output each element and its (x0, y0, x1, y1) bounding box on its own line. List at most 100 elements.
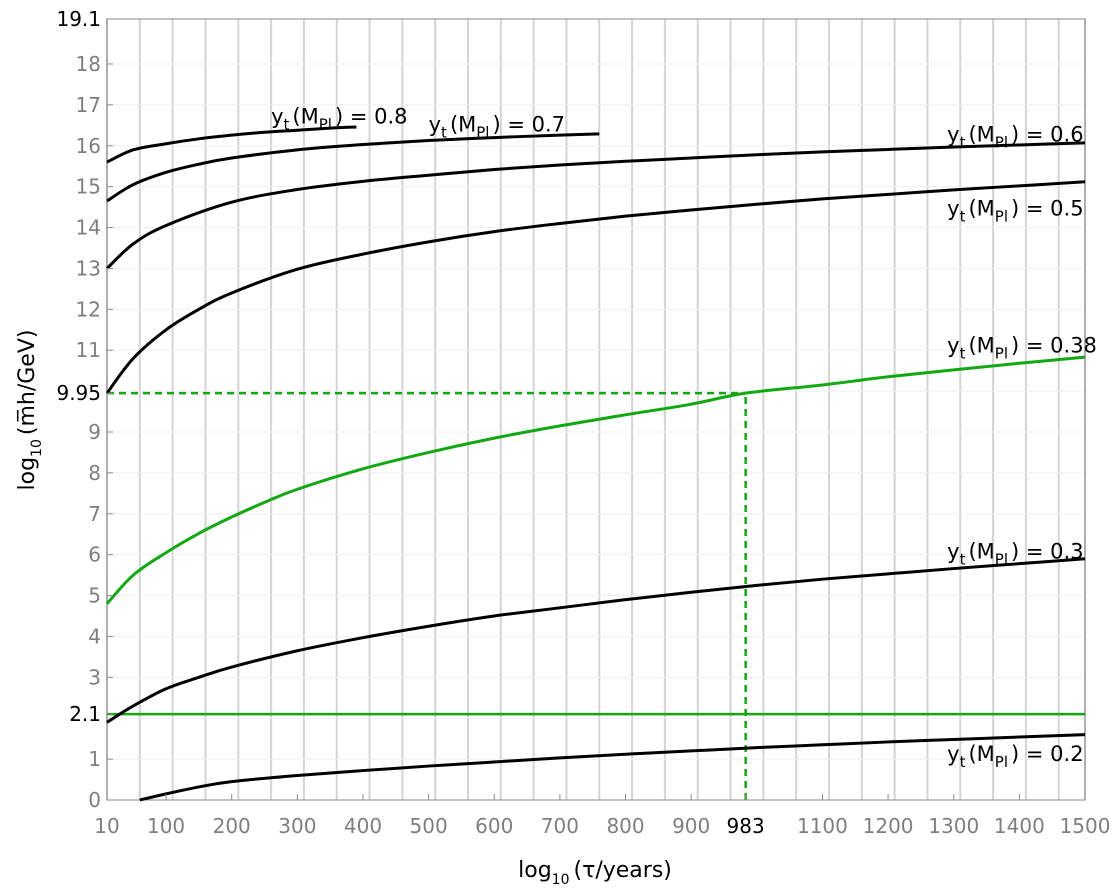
y-axis-title-rest: (m̅h/GeV) (15, 330, 40, 436)
plot-frame (106, 18, 1086, 801)
series-label-pre: y (271, 104, 283, 128)
series-label-mid: (M (968, 196, 994, 220)
series-label-0: yt (MPl) = 0.8 (271, 104, 407, 133)
y-tick-label: 5 (88, 584, 101, 608)
series-label-post: ) = 0.2 (1011, 742, 1084, 766)
series-label-sub1: t (284, 115, 290, 133)
series-label-pre: y (947, 123, 959, 147)
series-label-sub2: Pl (995, 207, 1008, 225)
series-line-2 (105, 141, 1086, 270)
series-line-5 (106, 557, 1086, 724)
series-label-6: yt (MPl) = 0.2 (947, 742, 1083, 771)
series-label-sub2: Pl (995, 134, 1008, 152)
series-label-mid: (M (292, 104, 318, 128)
y-tick-label: 11 (76, 338, 101, 362)
series-label-pre: y (429, 112, 441, 136)
series-label-sub1: t (960, 344, 966, 362)
x-tick-label: 1300 (928, 814, 979, 838)
series-label-sub2: Pl (995, 551, 1008, 569)
x-tick-label: 983 (727, 814, 765, 838)
series-label-5: yt (MPl) = 0.3 (947, 540, 1083, 569)
x-axis-title-sub: 10 (552, 872, 570, 888)
x-tick-label: 400 (344, 814, 382, 838)
series-label-mid: (M (968, 123, 994, 147)
series-label-post: ) = 0.6 (1011, 123, 1084, 147)
series-label-post: ) = 0.5 (1011, 196, 1084, 220)
y-tick-label: 8 (88, 461, 101, 485)
series-label-sub1: t (960, 207, 966, 225)
series-line-0 (106, 125, 357, 164)
x-tick-label: 1500 (1060, 814, 1111, 838)
series-line-3 (105, 180, 1086, 395)
y-tick-label: 15 (76, 175, 101, 199)
series-label-post: ) = 0.8 (335, 104, 408, 128)
series-label-sub2: Pl (319, 115, 332, 133)
series-label-sub2: Pl (995, 753, 1008, 771)
y-tick-label: 13 (76, 256, 101, 280)
x-axis-ticks: 10 100 200 300 400 500 600 700 800 900 983 1100 1200… (94, 794, 1110, 838)
x-tick-label: 1100 (797, 814, 848, 838)
x-tick-label: 10 (94, 814, 119, 838)
y-tick-label: 12 (76, 297, 101, 321)
y-tick-label: 14 (76, 216, 101, 240)
y-axis-title-sub: 10 (29, 439, 45, 457)
x-axis-title-main: log (518, 858, 552, 883)
series-label-pre: y (947, 742, 959, 766)
series-label-post: ) = 0.7 (492, 112, 565, 136)
y-tick-label: 9 (88, 420, 101, 444)
x-tick-label: 600 (475, 814, 513, 838)
y-axis-title: log10 (m̅h/GeV) (15, 330, 45, 491)
series-label-post: ) = 0.38 (1011, 333, 1097, 357)
series-line-4 (105, 355, 1086, 605)
x-axis-title: log10 (τ/years) (518, 858, 672, 888)
series-label-sub1: t (441, 123, 447, 141)
series-label-4: yt (MPl) = 0.38 (947, 333, 1097, 362)
series-line-1 (106, 132, 600, 203)
series-line-6 (139, 733, 1086, 802)
y-tick-label: 3 (88, 665, 101, 689)
grid-layer (106, 19, 1086, 800)
series-label-sub2: Pl (476, 123, 489, 141)
series-label-pre: y (947, 196, 959, 220)
y-tick-label: 19.1 (56, 7, 101, 31)
series-label-2: yt (MPl) = 0.6 (947, 123, 1083, 152)
y-tick-label: 2.1 (69, 702, 101, 726)
x-axis-title-rest: (τ/years) (574, 858, 672, 883)
x-tick-label: 800 (606, 814, 644, 838)
x-tick-label: 1400 (994, 814, 1045, 838)
series-label-3: yt (MPl) = 0.5 (947, 196, 1083, 225)
y-tick-label: 17 (76, 93, 101, 117)
series-label-mid: (M (968, 540, 994, 564)
x-tick-label: 200 (213, 814, 251, 838)
series-label-sub1: t (960, 551, 966, 569)
series-label-mid: (M (450, 112, 476, 136)
series-label-pre: y (947, 333, 959, 357)
curve-labels: yt (MPl) = 0.8 yt (MPl) = 0.7 yt (MPl) = 0.6y… (271, 104, 1097, 771)
y-tick-label: 18 (76, 52, 101, 76)
series-label-sub1: t (960, 134, 966, 152)
y-axis-title-main: log (15, 457, 40, 491)
y-tick-label: 9.95 (56, 381, 101, 405)
series-layer (105, 125, 1086, 802)
y-tick-label: 6 (88, 543, 101, 567)
series-label-sub1: t (960, 753, 966, 771)
y-tick-label: 4 (88, 624, 101, 648)
series-label-post: ) = 0.3 (1011, 540, 1084, 564)
series-label-mid: (M (968, 333, 994, 357)
x-tick-label: 100 (147, 814, 185, 838)
y-tick-label: 1 (88, 747, 101, 771)
series-label-pre: y (947, 540, 959, 564)
y-tick-label: 16 (76, 134, 101, 158)
x-tick-label: 1200 (863, 814, 914, 838)
x-tick-label: 300 (278, 814, 316, 838)
series-label-mid: (M (968, 742, 994, 766)
y-axis-ticks: 0 1 2.1 3 4 5 6 7 8 9 9.95 11 12 13 14 15 16 17 18 19.1 (56, 7, 113, 812)
y-tick-label: 0 (88, 788, 101, 812)
x-tick-label: 700 (541, 814, 579, 838)
series-label-1: yt (MPl) = 0.7 (429, 112, 565, 141)
reference-lines (107, 391, 1085, 800)
series-label-sub2: Pl (995, 344, 1008, 362)
y-tick-label: 7 (88, 502, 101, 526)
x-tick-label: 500 (410, 814, 448, 838)
